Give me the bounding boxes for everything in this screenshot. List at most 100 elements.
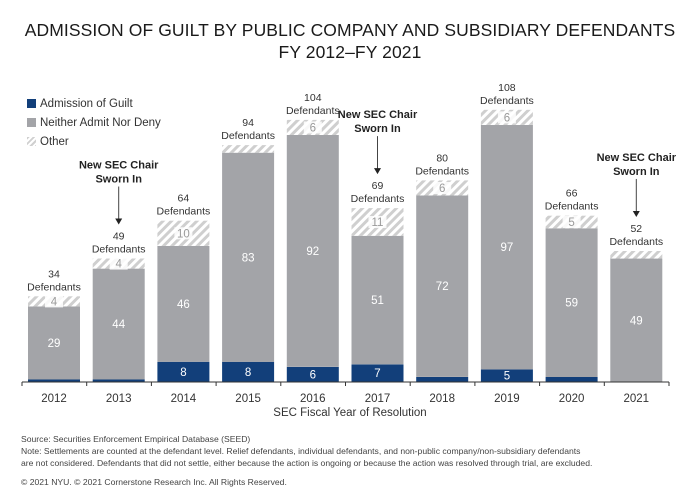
- data-label-neither-admit-nor-deny-2017: 51: [371, 295, 384, 307]
- legend-swatch-nand: [27, 118, 36, 127]
- legend-label: Admission of Guilt: [40, 97, 133, 110]
- annotation-line1-2017: New SEC Chair: [338, 109, 418, 121]
- data-label-neither-admit-nor-deny-2012: 29: [48, 338, 61, 350]
- total-label-2012: 34: [48, 268, 60, 280]
- source-note: Source: Securities Enforcement Empirical…: [21, 434, 251, 444]
- label-backdrop: [45, 295, 63, 308]
- data-label-guilt-2014: 8: [180, 367, 186, 379]
- total-label-2020: 66: [566, 188, 578, 200]
- data-label-guilt-2015: 8: [245, 367, 251, 379]
- total-label-2014: 64: [178, 193, 190, 205]
- bar-segment-neither-admit-nor-deny-2014: [157, 245, 210, 362]
- annotation-line1-2021: New SEC Chair: [597, 152, 677, 164]
- legend-item-neither-admit-nor-deny: Neither Admit Nor Deny: [27, 113, 161, 132]
- bar-segment-neither-admit-nor-deny-2021: [610, 258, 663, 382]
- data-label-neither-admit-nor-deny-2015: 83: [242, 252, 255, 264]
- total-suffix-2012: Defendants: [27, 281, 81, 293]
- x-tick-label-2014: 2014: [171, 393, 197, 405]
- chart-subtitle: FY 2012–FY 2021: [278, 42, 422, 62]
- label-backdrop: [368, 216, 387, 228]
- total-suffix-2017: Defendants: [351, 193, 405, 205]
- bar-segment-guilt-2017: [351, 364, 404, 382]
- total-suffix-2013: Defendants: [92, 244, 146, 256]
- data-label-guilt-2016: 6: [310, 369, 316, 381]
- data-label-guilt-2019: 5: [504, 371, 510, 383]
- label-backdrop: [109, 257, 128, 270]
- total-suffix-2016: Defendants: [286, 105, 340, 117]
- total-label-2018: 80: [436, 152, 448, 164]
- total-suffix-2018: Defendants: [415, 165, 469, 177]
- bar-segment-neither-admit-nor-deny-2015: [222, 152, 275, 362]
- data-label-other-2014: 10: [177, 228, 190, 240]
- bar-segment-guilt-2014: [157, 361, 210, 382]
- annotation-arrow-head-icon: [374, 168, 381, 175]
- annotation-line2-2013: Sworn In: [95, 174, 142, 186]
- legend-swatch-guilt: [27, 99, 36, 108]
- legend-swatch-other: [27, 137, 36, 146]
- label-backdrop: [303, 121, 322, 134]
- data-label-other-2020: 5: [568, 217, 574, 229]
- data-label-other-2019: 6: [504, 112, 510, 124]
- bar-segment-guilt-2012: [28, 379, 80, 382]
- copyright: © 2021 NYU. © 2021 Cornerstone Research …: [21, 477, 287, 487]
- data-label-other-2013: 4: [115, 259, 122, 271]
- data-label-neither-admit-nor-deny-2014: 46: [177, 299, 190, 311]
- annotation-line2-2021: Sworn In: [613, 166, 660, 178]
- legend-item-admission-of-guilt: Admission of Guilt: [27, 94, 161, 113]
- data-label-neither-admit-nor-deny-2019: 97: [501, 242, 514, 254]
- total-suffix-2019: Defendants: [480, 95, 534, 107]
- x-tick-label-2013: 2013: [106, 393, 132, 405]
- data-label-neither-admit-nor-deny-2016: 92: [306, 246, 319, 258]
- bar-segment-guilt-2016: [286, 366, 339, 382]
- data-label-neither-admit-nor-deny-2013: 44: [112, 319, 125, 331]
- x-tick-label-2018: 2018: [429, 393, 455, 405]
- label-backdrop: [433, 182, 452, 194]
- total-label-2016: 104: [304, 92, 322, 104]
- legend-item-other: Other: [27, 132, 161, 151]
- bar-segment-neither-admit-nor-deny-2016: [286, 135, 339, 367]
- bar-segment-guilt-2018: [416, 377, 469, 382]
- total-label-2013: 49: [113, 231, 125, 243]
- total-label-2015: 94: [242, 117, 254, 129]
- x-tick-label-2020: 2020: [559, 393, 585, 405]
- x-tick-label-2019: 2019: [494, 393, 520, 405]
- data-label-guilt-2017: 7: [374, 368, 380, 380]
- data-label-neither-admit-nor-deny-2021: 49: [630, 315, 643, 327]
- data-label-other-2017: 11: [372, 217, 384, 229]
- chart-title: ADMISSION OF GUILT BY PUBLIC COMPANY AND…: [24, 20, 676, 40]
- data-label-neither-admit-nor-deny-2020: 59: [565, 298, 578, 310]
- note-line-1: Note: Settlements are counted at the def…: [21, 446, 581, 456]
- label-backdrop: [497, 111, 516, 124]
- bar-segment-neither-admit-nor-deny-2012: [28, 306, 80, 380]
- data-label-other-2016: 6: [310, 123, 316, 135]
- total-suffix-2021: Defendants: [609, 236, 663, 248]
- bar-segment-other-2021: [610, 251, 663, 259]
- legend-label: Other: [40, 135, 69, 148]
- x-tick-label-2016: 2016: [300, 393, 326, 405]
- data-label-other-2012: 4: [51, 296, 58, 308]
- x-tick-label-2015: 2015: [235, 393, 261, 405]
- x-tick-label-2012: 2012: [41, 393, 67, 405]
- bar-segment-neither-admit-nor-deny-2019: [480, 125, 533, 370]
- bar-segment-neither-admit-nor-deny-2017: [351, 235, 404, 365]
- legend: Admission of Guilt Neither Admit Nor Den…: [27, 94, 161, 151]
- bar-segment-other-2015: [222, 145, 275, 153]
- x-tick-label-2021: 2021: [624, 393, 650, 405]
- bar-segment-neither-admit-nor-deny-2018: [416, 195, 469, 377]
- annotation-line1-2013: New SEC Chair: [79, 160, 159, 172]
- total-suffix-2020: Defendants: [545, 201, 599, 213]
- label-backdrop: [174, 227, 193, 240]
- data-label-other-2018: 6: [439, 183, 445, 195]
- annotation-arrow-head-icon: [115, 218, 123, 225]
- x-axis-title: SEC Fiscal Year of Resolution: [273, 407, 427, 419]
- total-label-2021: 52: [630, 223, 642, 235]
- legend-label: Neither Admit Nor Deny: [40, 116, 161, 129]
- bar-segment-guilt-2015: [222, 361, 275, 382]
- annotation-arrow-head-icon: [632, 210, 640, 217]
- total-suffix-2014: Defendants: [157, 206, 211, 218]
- bar-segment-guilt-2019: [480, 369, 533, 382]
- bar-segment-neither-admit-nor-deny-2013: [92, 268, 145, 380]
- bar-segment-guilt-2013: [92, 379, 145, 382]
- label-backdrop: [562, 216, 581, 228]
